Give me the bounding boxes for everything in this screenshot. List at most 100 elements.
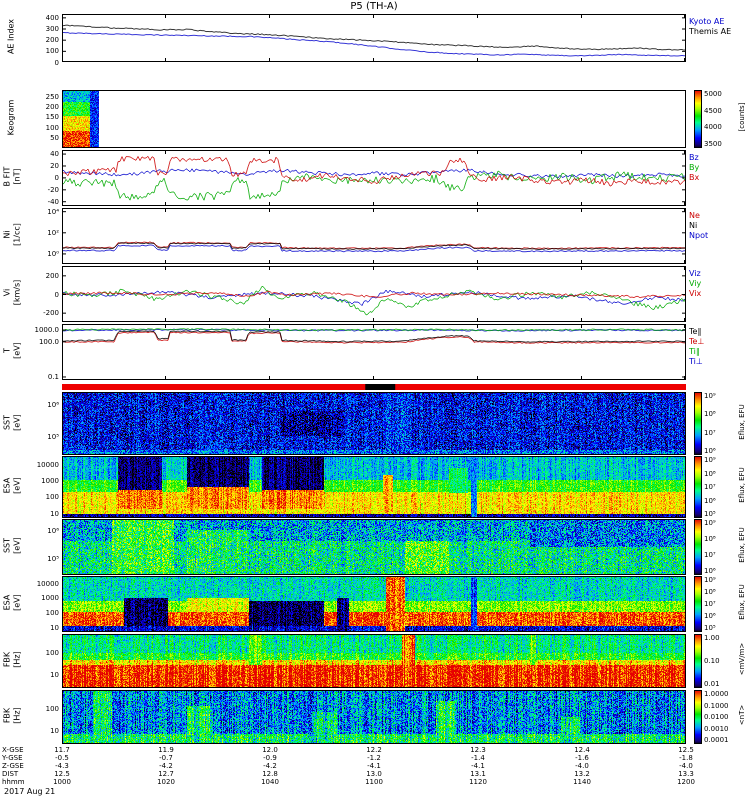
y-tick-label: 100 [45,609,59,618]
series-label: Kyoto AE [689,17,725,26]
y-tick-label: 10 [50,624,59,633]
axis-row-value: 1200 [677,778,695,786]
y-tick-label: 1000 [41,476,59,485]
axis-row-value: 1100 [365,778,383,786]
y-tick-label: -200 [43,309,59,318]
axis-row-value: 11.7 [54,746,70,754]
colorbar [694,634,702,688]
axis-row-value: 1140 [573,778,591,786]
colorbar-tick: 0.10 [704,657,720,665]
panel-left-label: [Hz] [12,707,22,724]
y-tick-label: 200 [45,36,59,45]
panel-sst-e-canvas [62,392,686,455]
panel-keogram-canvas [62,90,686,148]
series-label: Npot [689,231,709,240]
y-tick-label: 100.0 [38,337,59,346]
axis-row-value: 12.8 [262,770,278,778]
y-tick-label: 100 [45,123,59,132]
axis-row-value: 1000 [53,778,71,786]
axis-row-value: 1120 [469,778,487,786]
y-tick-label: 100 [45,493,59,502]
panel-bfit-canvas [62,150,686,206]
colorbar [694,90,702,148]
series-label: By [689,163,700,172]
axis-row-value: -1.4 [471,754,485,762]
panel-velocity-canvas [62,266,686,322]
colorbar-tick: 0.0100 [704,713,729,721]
axis-row-value: 1020 [157,778,175,786]
series-label: Te⊥ [689,337,705,346]
y-tick-label: -20 [47,185,59,194]
y-tick-label: 10000 [36,460,59,469]
axis-row-label: Y-GSE [2,754,23,762]
y-tick-label: 10 [50,671,59,679]
axis-row-value: -0.7 [159,754,173,762]
axis-row-value: -1.6 [575,754,589,762]
colorbar [694,576,702,632]
y-tick-label: 0 [54,58,59,67]
axis-row-value: -4.3 [55,762,69,770]
axis-row-value: 12.5 [54,770,70,778]
axis-row-value: -4.0 [575,762,589,770]
y-tick-label: 100 [45,705,59,714]
axis-row-label: DIST [2,770,19,778]
axis-row-value: -4.1 [471,762,485,770]
colorbar-tick: 10⁹ [704,392,716,400]
axis-row-value: 12.4 [574,746,590,754]
colorbar-tick: 10⁵ [704,510,716,518]
page-title: P5 (TH-A) [350,1,398,12]
colorbar-tick: 1.0000 [704,690,729,698]
colorbar-tick: 10⁸ [704,410,716,419]
colorbar-tick: 10⁸ [704,588,716,596]
series-label: Ne [689,211,700,220]
colorbar-tick: 10⁹ [704,576,716,584]
axis-row-value: 13.0 [366,770,382,778]
series-label: Themis AE [689,27,732,36]
axis-row-value: 1040 [261,778,279,786]
colorbar-tick: 10⁷ [704,551,716,559]
quality-flag-bar [62,384,686,390]
axis-row-value: -4.0 [679,762,693,770]
colorbar-tick: 10⁶ [704,567,716,575]
series-label: Ti⊥ [689,357,703,366]
colorbar-tick: 10⁷ [704,428,716,437]
y-tick-label: 10⁴ [47,207,59,216]
colorbar [694,519,702,575]
panel-temperature-canvas [62,324,686,380]
axis-row-value: 11.9 [158,746,174,754]
colorbar-tick: 3500 [704,140,722,148]
y-tick-label: 1000 [41,594,59,603]
series-label: Te∥ [689,327,702,336]
axis-row-value: 13.2 [574,770,590,778]
colorbar [694,392,702,455]
axis-row-value: -0.5 [55,754,69,762]
colorbar-tick: 10⁹ [704,456,716,464]
colorbar-tick: 10⁶ [704,612,716,620]
colorbar-label: [counts] [738,102,746,132]
y-tick-label: 200 [45,271,59,280]
colorbar-tick: 0.0001 [704,736,729,744]
colorbar-tick: 4500 [704,106,722,115]
colorbar-tick: 0.01 [704,680,720,688]
axis-row-value: -1.8 [679,754,693,762]
panel-sst-i-canvas [62,519,686,575]
y-tick-label: 100 [45,47,59,56]
panel-left-label: FBK [2,707,12,724]
axis-row-value: 12.3 [470,746,486,754]
y-tick-label: 50 [50,134,59,143]
y-tick-label: 10⁵ [47,554,59,563]
axis-row-value: -1.2 [367,754,381,762]
panel-left-label: [eV] [12,342,22,359]
colorbar [694,456,702,518]
y-tick-label: 10⁵ [47,432,59,441]
colorbar-tick: 1.00 [704,634,720,642]
colorbar-tick: 10⁷ [704,483,716,491]
axis-row-label: X-GSE [2,746,24,754]
axis-row-value: -4.2 [159,762,173,770]
colorbar [694,690,702,744]
panel-density-canvas [62,208,686,264]
colorbar-tick: 5000 [704,90,722,98]
y-tick-label: 100 [45,649,59,658]
colorbar-tick: 10⁵ [704,624,716,632]
